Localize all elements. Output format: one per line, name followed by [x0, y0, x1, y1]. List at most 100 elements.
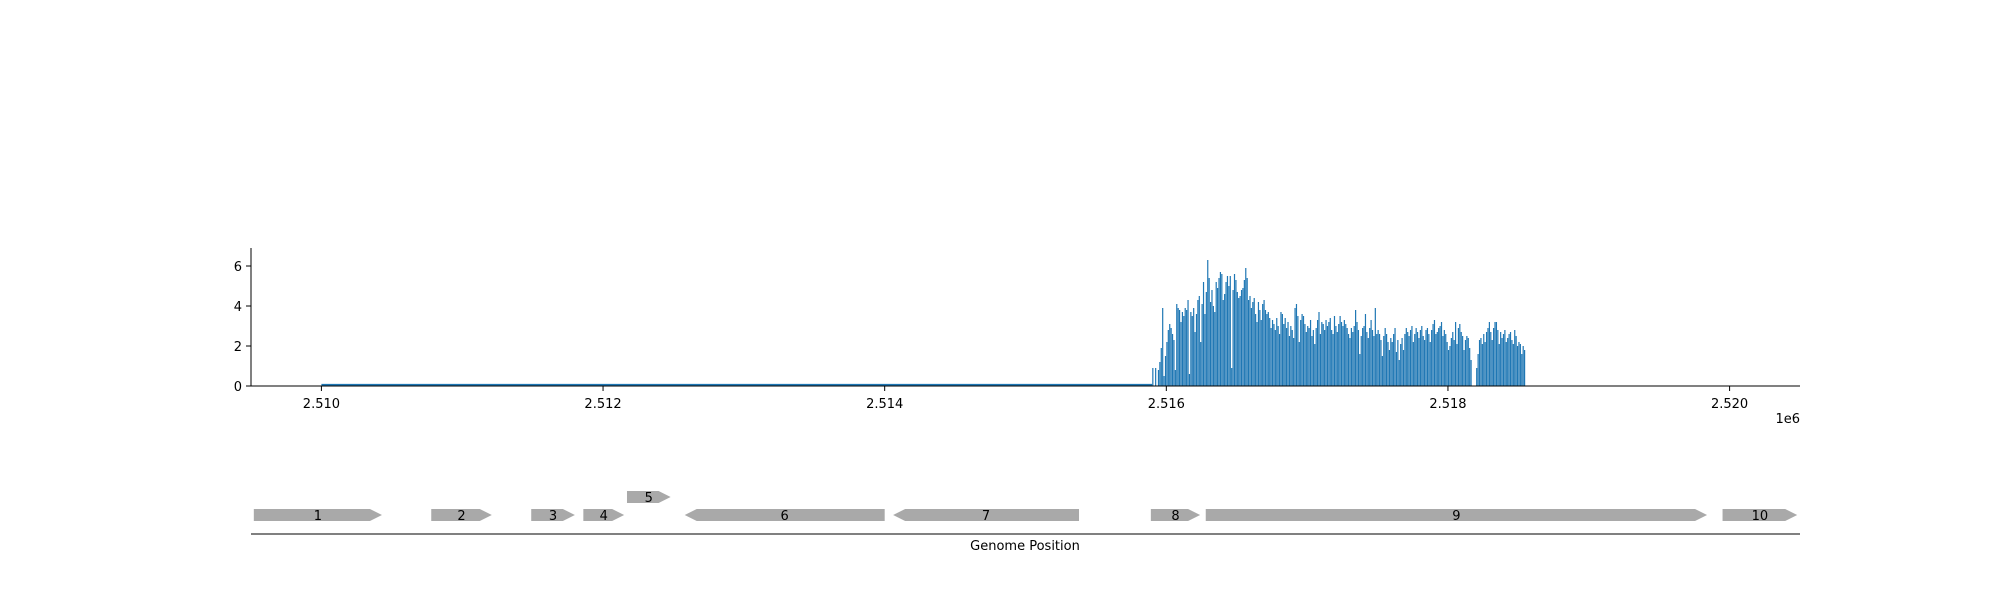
coverage-bar [1370, 320, 1372, 386]
coverage-bar [1521, 354, 1523, 386]
coverage-bar [1293, 338, 1295, 386]
coverage-bar [1208, 278, 1210, 386]
coverage-bar [1501, 338, 1503, 386]
coverage-bar [1454, 322, 1457, 386]
coverage-bar [1280, 312, 1282, 386]
coverage-bar [1414, 334, 1416, 386]
coverage-bar [1443, 330, 1445, 386]
coverage-bar [1178, 310, 1181, 386]
coverage-bar [1235, 280, 1237, 386]
coverage-bar [1207, 260, 1209, 386]
coverage-bar [1224, 294, 1226, 386]
coverage-bar [1198, 296, 1200, 386]
coverage-bar [1339, 316, 1341, 386]
coverage-bar [1163, 376, 1165, 386]
coverage-bar [1391, 342, 1393, 386]
x-offset-label: 1e6 [1775, 412, 1800, 427]
coverage-bar [1470, 360, 1472, 386]
gene-feature-arrow [684, 509, 885, 521]
gene-feature-arrow [431, 509, 492, 521]
coverage-bar [1322, 324, 1324, 386]
coverage-bar [1329, 318, 1331, 386]
coverage-bar [1343, 320, 1345, 386]
coverage-bar [1408, 336, 1410, 386]
coverage-bar [1362, 328, 1364, 386]
coverage-bar [1326, 326, 1329, 386]
coverage-bar [1308, 328, 1310, 386]
coverage-bar [1405, 328, 1407, 386]
coverage-bar [1350, 328, 1352, 386]
coverage-bar [1412, 342, 1414, 386]
coverage-bar [1249, 296, 1251, 386]
coverage-bar [1438, 328, 1440, 386]
coverage-bar [1442, 336, 1444, 386]
coverage-bar [1305, 332, 1307, 386]
coverage-bar [1266, 314, 1268, 386]
coverage-bar [1180, 322, 1182, 386]
coverage-bar [1191, 316, 1193, 386]
coverage-bar [1516, 346, 1519, 386]
coverage-bar [1195, 314, 1198, 386]
x-tick-label: 2.514 [866, 397, 903, 412]
coverage-bar [1407, 332, 1409, 386]
coverage-bar [1252, 302, 1254, 386]
coverage-bar [1429, 342, 1431, 386]
coverage-bar [1183, 316, 1185, 386]
coverage-bar [1497, 330, 1499, 386]
coverage-bar [1336, 332, 1338, 386]
coverage-bar [1212, 306, 1214, 386]
coverage-bar [1483, 334, 1485, 386]
y-tick-label: 6 [234, 260, 242, 275]
coverage-bar [1340, 322, 1343, 386]
x-ticks: 2.510 2.512 2.514 2.516 2.518 2.520 [303, 386, 1748, 412]
coverage-bar [1176, 304, 1178, 386]
coverage-bar [1177, 308, 1179, 386]
coverage-bar [1236, 292, 1238, 386]
coverage-bar [1211, 290, 1213, 386]
coverage-bar [1186, 310, 1188, 386]
coverage-bar [1219, 272, 1222, 386]
coverage-bar [1504, 330, 1506, 386]
coverage-bar [1190, 312, 1192, 386]
coverage-bar [1395, 352, 1398, 386]
coverage-bar [1390, 338, 1392, 386]
coverage-bar [1162, 308, 1164, 386]
coverage-bar [1232, 290, 1234, 386]
coverage-bar [1194, 332, 1196, 386]
x-tick-label: 2.518 [1429, 397, 1466, 412]
coverage-bar [1255, 314, 1257, 386]
coverage-bar [1411, 326, 1413, 386]
gene-feature-label: 5 [645, 491, 653, 506]
coverage-bar [1174, 370, 1176, 386]
coverage-bar [1349, 338, 1351, 386]
coverage-bar [1460, 332, 1462, 386]
coverage-bar [1347, 334, 1350, 386]
coverage-bar [1463, 350, 1465, 386]
coverage-bar [1188, 374, 1191, 386]
coverage-bar [1373, 336, 1375, 386]
coverage-bar [1424, 340, 1426, 386]
coverage-bar [1433, 320, 1436, 386]
coverage-bar [1522, 346, 1524, 386]
coverage-bar [1221, 274, 1223, 386]
coverage-bar [1257, 302, 1260, 386]
gene-feature-label: 3 [549, 509, 557, 524]
coverage-bar [1238, 298, 1240, 386]
coverage-bar [1511, 340, 1513, 386]
coverage-bar [1307, 326, 1309, 386]
coverage-bar [1359, 354, 1361, 386]
coverage-bar [1274, 330, 1276, 386]
coverage-bar [1519, 344, 1521, 386]
coverage-bar [1360, 336, 1362, 386]
gene-feature-label: 1 [314, 509, 322, 524]
coverage-bar [1288, 336, 1291, 386]
y-ticks: 0 2 4 6 [234, 260, 251, 395]
coverage-bar [1160, 348, 1162, 386]
coverage-bar [1201, 304, 1203, 386]
x-tick-label: 2.520 [1711, 397, 1748, 412]
coverage-bar [1512, 344, 1514, 386]
coverage-bar [1364, 314, 1367, 386]
coverage-bar [1294, 308, 1296, 386]
coverage-bar [1181, 312, 1184, 386]
coverage-bar [1400, 344, 1402, 386]
